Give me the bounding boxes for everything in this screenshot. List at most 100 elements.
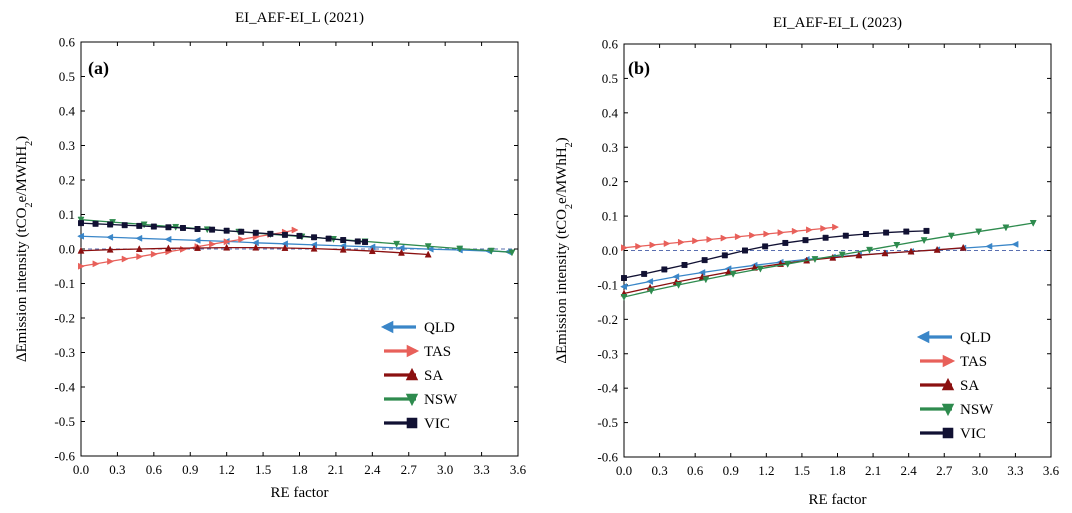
data-point bbox=[729, 270, 737, 278]
data-point bbox=[339, 245, 347, 253]
x-tick-label: 0.9 bbox=[182, 462, 198, 477]
data-point bbox=[1029, 219, 1037, 227]
legend-label: VIC bbox=[424, 416, 450, 432]
data-point bbox=[136, 253, 144, 261]
data-point bbox=[920, 237, 928, 245]
data-point bbox=[791, 227, 799, 235]
data-point bbox=[397, 244, 405, 252]
y-tick-label: 0.4 bbox=[602, 105, 619, 120]
data-point bbox=[107, 221, 114, 228]
legend-swatch-marker bbox=[941, 377, 955, 391]
x-tick-label: 3.3 bbox=[473, 462, 489, 477]
data-point bbox=[802, 237, 809, 244]
y-tick-label: 0.5 bbox=[602, 71, 618, 86]
data-point bbox=[77, 232, 84, 240]
y-tick-label: -0.5 bbox=[597, 415, 618, 430]
data-point bbox=[692, 237, 700, 245]
legend-swatch-marker bbox=[916, 330, 930, 344]
data-point bbox=[252, 229, 259, 236]
data-point bbox=[1002, 224, 1010, 232]
data-point bbox=[251, 239, 259, 247]
legend-label: QLD bbox=[960, 330, 991, 346]
data-point bbox=[985, 242, 993, 250]
x-tick-label: 1.2 bbox=[758, 463, 774, 478]
data-point bbox=[866, 246, 873, 254]
data-point bbox=[933, 245, 941, 253]
data-point bbox=[78, 262, 85, 270]
x-tick-label: 0.3 bbox=[109, 462, 125, 477]
x-tick-label: 0.3 bbox=[651, 463, 667, 478]
data-point bbox=[811, 256, 819, 264]
data-point bbox=[135, 234, 143, 242]
data-point bbox=[296, 232, 303, 239]
y-tick-label: 0.2 bbox=[602, 174, 618, 189]
y-tick-label: -0.2 bbox=[54, 311, 75, 326]
y-tick-label: 0.1 bbox=[59, 207, 75, 222]
chart-title: EI_AEF-EI_L (2021) bbox=[235, 10, 364, 26]
legend-swatch-marker bbox=[406, 344, 420, 358]
data-point bbox=[135, 245, 143, 252]
y-tick-label: -0.6 bbox=[54, 449, 75, 464]
x-tick-label: 3.6 bbox=[510, 462, 527, 477]
y-tick-label: -0.4 bbox=[54, 380, 75, 395]
data-point bbox=[675, 281, 683, 289]
data-point bbox=[756, 265, 764, 273]
x-tick-label: 0.0 bbox=[73, 462, 89, 477]
data-point bbox=[721, 252, 728, 259]
data-point bbox=[661, 266, 668, 273]
data-point bbox=[252, 243, 260, 251]
data-point bbox=[903, 228, 910, 235]
y-tick-label: -0.3 bbox=[597, 346, 618, 361]
data-point bbox=[862, 231, 869, 237]
data-point bbox=[720, 234, 728, 242]
data-point bbox=[362, 239, 369, 246]
data-point bbox=[106, 233, 114, 241]
x-tick-label: 3.0 bbox=[437, 462, 453, 477]
data-point bbox=[647, 287, 655, 295]
data-point bbox=[855, 251, 863, 259]
legend-label: SA bbox=[424, 368, 443, 384]
data-point bbox=[508, 249, 516, 257]
y-tick-label: -0.2 bbox=[597, 312, 618, 327]
legend-label: TAS bbox=[960, 354, 987, 370]
y-tick-label: 0.0 bbox=[602, 243, 618, 258]
x-tick-label: 2.4 bbox=[901, 463, 918, 478]
data-point bbox=[806, 226, 813, 234]
legend-swatch-marker bbox=[406, 417, 418, 429]
data-point bbox=[663, 240, 671, 248]
y-tick-label: -0.6 bbox=[597, 450, 618, 465]
data-point bbox=[92, 220, 99, 227]
x-tick-label: 1.5 bbox=[794, 463, 810, 478]
data-point bbox=[641, 270, 648, 277]
data-point bbox=[193, 236, 201, 244]
data-point bbox=[107, 257, 115, 265]
data-point bbox=[179, 245, 187, 253]
data-point bbox=[267, 230, 274, 237]
data-point bbox=[106, 245, 114, 253]
x-axis-label: RE factor bbox=[271, 485, 329, 501]
legend-label: TAS bbox=[424, 344, 451, 360]
x-tick-label: 1.5 bbox=[255, 462, 271, 477]
y-tick-label: -0.1 bbox=[54, 276, 75, 291]
data-point bbox=[829, 253, 837, 261]
data-point bbox=[838, 251, 846, 259]
legend-swatch-marker bbox=[405, 367, 419, 381]
data-point bbox=[194, 244, 201, 251]
data-point bbox=[311, 234, 318, 241]
data-point bbox=[947, 232, 955, 240]
x-tick-label: 0.6 bbox=[146, 462, 163, 477]
data-point bbox=[646, 278, 654, 285]
data-point bbox=[742, 247, 748, 254]
data-point bbox=[92, 260, 100, 268]
data-point bbox=[238, 235, 246, 243]
chart-panel-a: EI_AEF-EI_L (2021)0.60.50.40.30.20.10.0-… bbox=[14, 10, 527, 501]
data-point bbox=[424, 243, 432, 251]
data-point bbox=[223, 227, 230, 234]
y-tick-label: 0.4 bbox=[59, 104, 76, 119]
data-point bbox=[1011, 240, 1019, 248]
data-point bbox=[907, 247, 915, 255]
data-point bbox=[209, 226, 216, 233]
data-point bbox=[179, 224, 186, 231]
data-point bbox=[310, 244, 318, 252]
data-point bbox=[702, 276, 710, 284]
